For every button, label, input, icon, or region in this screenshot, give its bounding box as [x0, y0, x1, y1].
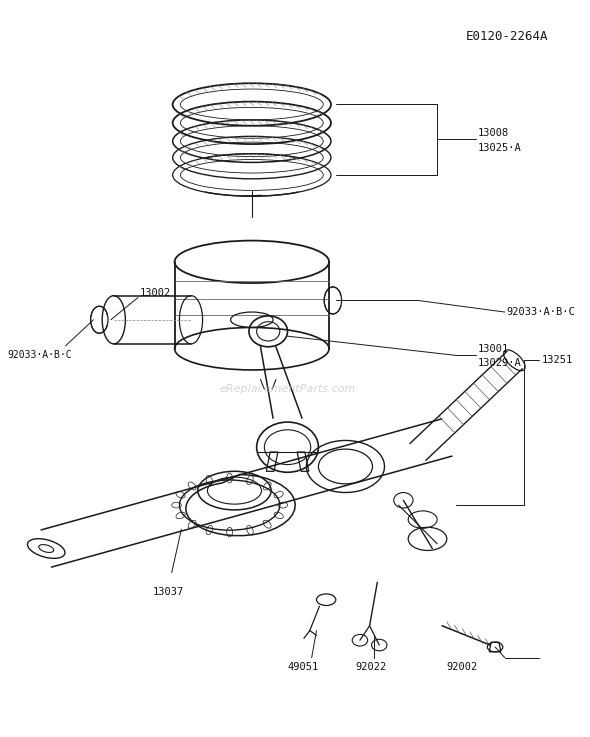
Text: eReplacementParts.com: eReplacementParts.com: [219, 384, 356, 394]
Text: 13037: 13037: [152, 587, 183, 597]
Text: 49051: 49051: [287, 663, 319, 672]
Text: 92033·A·B·C: 92033·A·B·C: [8, 351, 72, 360]
Text: 13008: 13008: [478, 128, 509, 139]
Text: 92033·A·B·C: 92033·A·B·C: [507, 307, 575, 317]
Text: 92022: 92022: [355, 663, 386, 672]
Text: 13251: 13251: [542, 355, 573, 366]
Text: 92002: 92002: [447, 663, 478, 672]
Text: 13029·A: 13029·A: [478, 358, 522, 368]
Text: 13025·A: 13025·A: [478, 143, 522, 153]
Text: E0120-2264A: E0120-2264A: [466, 30, 548, 43]
Text: 13001: 13001: [478, 343, 509, 354]
Text: 13002: 13002: [140, 287, 171, 298]
